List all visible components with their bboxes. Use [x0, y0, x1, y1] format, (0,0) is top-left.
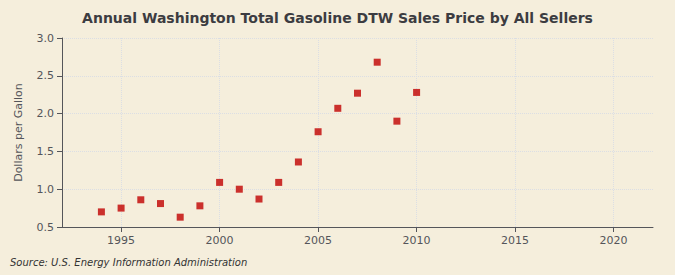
svg-text:Annual Washington Total Gasoli: Annual Washington Total Gasoline DTW Sal…: [82, 10, 593, 26]
svg-text:2020: 2020: [600, 234, 628, 247]
svg-text:2015: 2015: [501, 234, 529, 247]
svg-text:0.5: 0.5: [37, 221, 55, 234]
svg-text:2.5: 2.5: [37, 69, 55, 82]
svg-text:3.0: 3.0: [37, 32, 55, 45]
svg-text:Dollars per Gallon: Dollars per Gallon: [12, 83, 25, 182]
svg-text:1.0: 1.0: [37, 183, 55, 196]
svg-text:2010: 2010: [403, 234, 431, 247]
svg-text:2000: 2000: [206, 234, 234, 247]
svg-text:2.0: 2.0: [37, 107, 55, 120]
svg-text:Source: U.S. Energy Informatio: Source: U.S. Energy Information Administ…: [10, 257, 247, 268]
svg-text:2005: 2005: [304, 234, 332, 247]
svg-text:1.5: 1.5: [37, 145, 55, 158]
svg-text:1995: 1995: [107, 234, 135, 247]
